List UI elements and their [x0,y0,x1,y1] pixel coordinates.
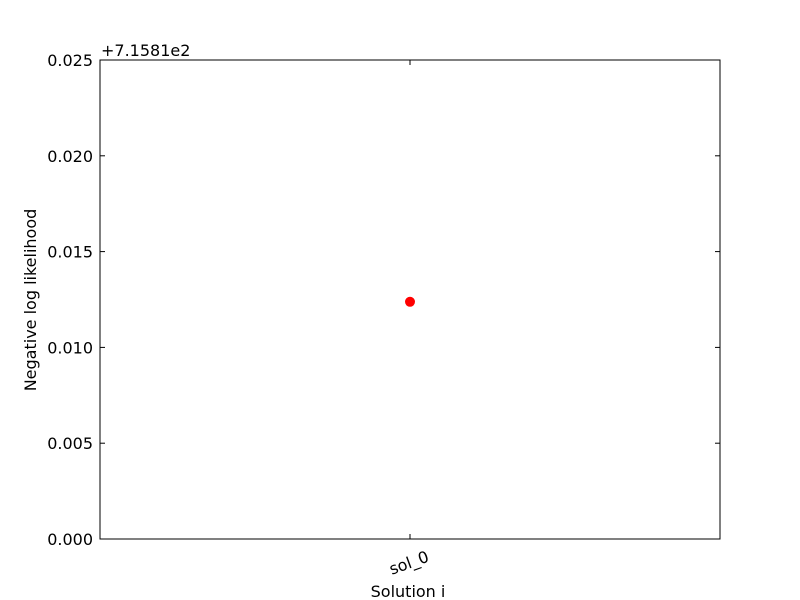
data-points [405,296,415,307]
y-tick-label: 0.010 [47,338,93,357]
x-axis-ticks: sol_0 [387,60,432,580]
y-axis-ticks: 0.000 0.005 0.010 0.015 0.020 0.025 [47,51,720,549]
y-tick-label: 0.020 [47,147,93,166]
y-tick-label: 0.015 [47,243,93,262]
y-tick-label: 0.025 [47,51,93,70]
y-tick-label: 0.000 [47,530,93,549]
y-tick-label: 0.005 [47,434,93,453]
x-axis-label: Solution i [371,582,446,600]
y-axis-label: Negative log likelihood [21,209,40,392]
data-point [405,296,415,307]
x-tick-label: sol_0 [387,547,432,580]
y-offset-label: +7.1581e2 [101,41,190,60]
